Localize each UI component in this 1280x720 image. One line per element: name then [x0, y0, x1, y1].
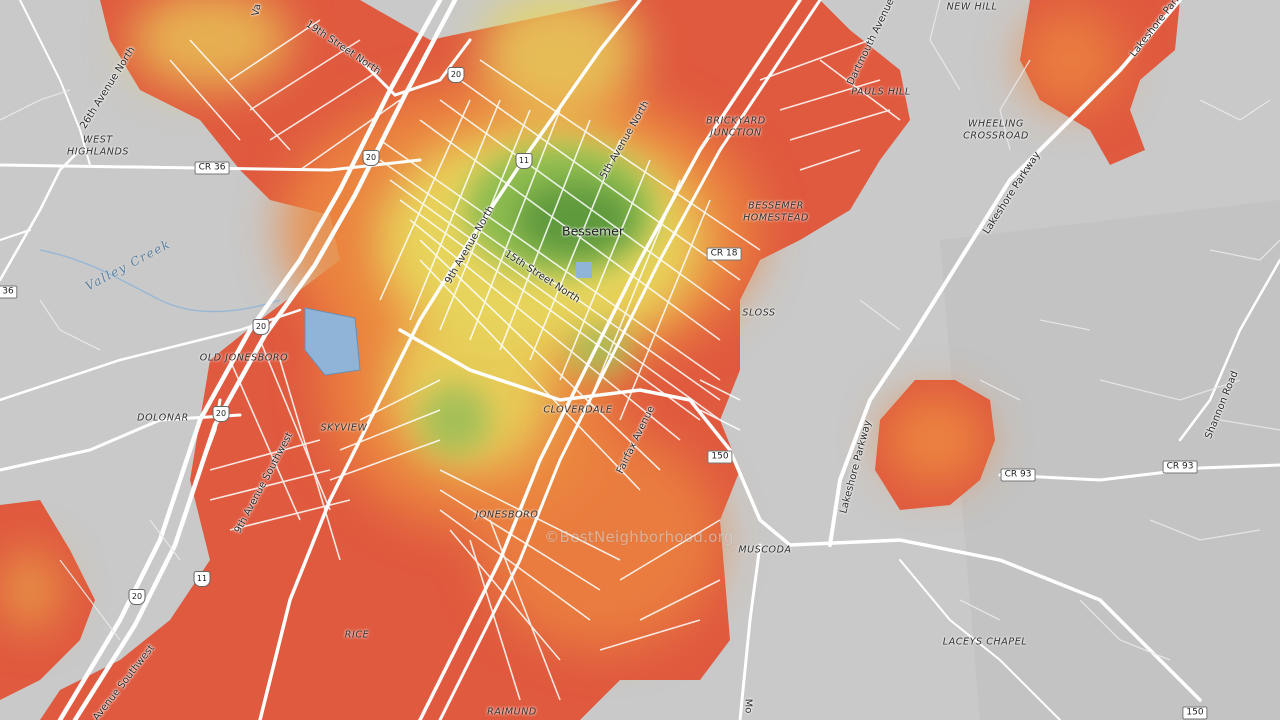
place-muscoda: MUSCODA: [738, 544, 792, 556]
reservoir: [304, 307, 361, 376]
route-shield-cr18: CR 18: [706, 247, 742, 261]
place-bessemer-homestead-line2: HOMESTEAD: [743, 212, 809, 224]
place-jonesboro: JONESBORO: [475, 509, 539, 521]
forest-area: [940, 200, 1280, 720]
place-west-highlands-line1: WEST: [83, 134, 113, 146]
route-shield-cr93-east: CR 93: [1162, 460, 1198, 474]
interstate-20-shield-south: 20: [128, 589, 146, 605]
route-shield-150-south: 150: [1182, 706, 1208, 720]
city-label-bessemer: Bessemer: [562, 223, 624, 239]
watermark: ©BestNeighborhood.org: [544, 528, 734, 546]
route-shield-cr36-edge: 36: [0, 285, 18, 299]
route-shield-cr36: CR 36: [194, 161, 230, 175]
street-label-morgan-partial: Mo: [742, 698, 754, 714]
place-brickyard-junction-line1: BRICKYARD: [706, 115, 766, 127]
interstate-20-shield-dolonar: 20: [212, 406, 230, 422]
place-brickyard-junction-line2: JUNCTION: [710, 127, 762, 139]
place-rice: RICE: [344, 629, 370, 641]
interstate-20-shield-north: 20: [447, 67, 465, 83]
place-west-highlands-line2: HIGHLANDS: [66, 146, 130, 158]
place-wheeling-crossroad-line1: WHEELING: [968, 118, 1024, 130]
street-label-valley-partial: Va: [250, 3, 264, 17]
place-new-hill: NEW HILL: [946, 1, 998, 13]
place-sloss: SLOSS: [742, 307, 776, 319]
place-wheeling-crossroad-line2: CROSSROAD: [963, 130, 1029, 142]
valley-creek-line: [39, 249, 281, 313]
place-dolonar: DOLONAR: [137, 412, 189, 424]
place-raimund: RAIMUND: [487, 706, 537, 718]
place-old-jonesboro: OLD JONESBORO: [199, 352, 289, 364]
place-bessemer-homestead-line1: BESSEMER: [748, 200, 804, 212]
place-laceys-chapel: LACEYS CHAPEL: [942, 636, 1028, 648]
place-pauls-hill: PAULS HILL: [851, 86, 911, 98]
us-11-shield-south: 11: [193, 571, 211, 587]
interstate-20-shield-west: 20: [252, 319, 270, 335]
heatmap-layer: [0, 0, 1180, 720]
us-11-shield-north: 11: [515, 153, 533, 169]
minor-roads: [0, 0, 1280, 661]
pond: [576, 262, 592, 278]
place-cloverdale: CLOVERDALE: [543, 404, 613, 416]
route-shield-150: 150: [707, 450, 733, 464]
place-skyview: SKYVIEW: [320, 422, 368, 434]
route-shield-cr93: CR 93: [1000, 468, 1036, 482]
interstate-20-shield-center: 20: [362, 150, 380, 166]
street-grid: [169, 19, 901, 701]
